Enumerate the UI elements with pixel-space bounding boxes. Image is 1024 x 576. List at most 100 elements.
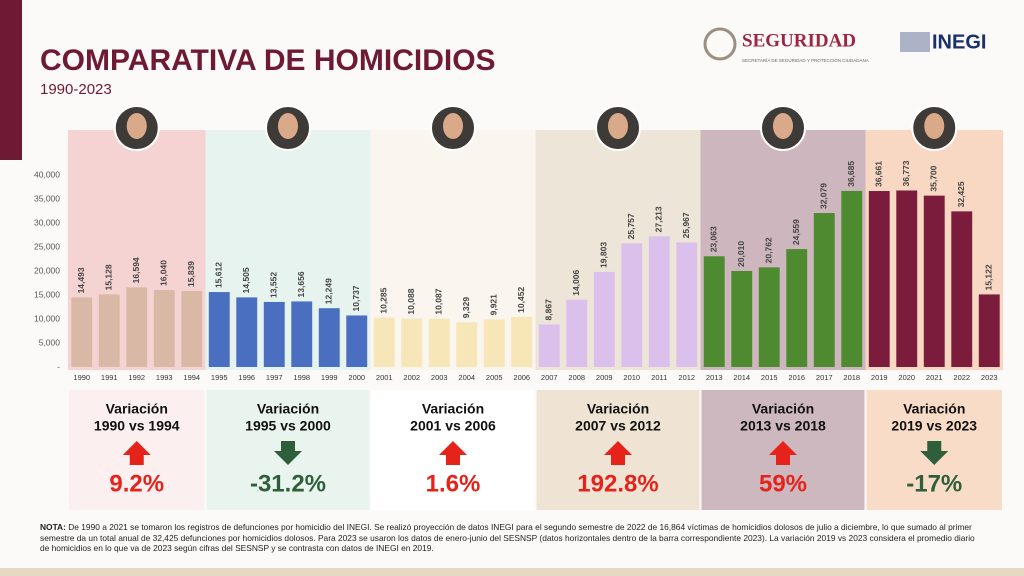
variation-heading: Variación — [903, 401, 965, 417]
value-label: 15,839 — [186, 261, 196, 287]
variation-comparison: 2007 vs 2012 — [575, 418, 661, 434]
bar — [703, 256, 725, 367]
variation-comparison: 1995 vs 2000 — [245, 418, 331, 434]
logo-seal — [703, 27, 737, 61]
x-tick-label: 1992 — [128, 373, 145, 382]
variation-comparison: 2001 vs 2006 — [410, 418, 496, 434]
x-tick-label: 1990 — [73, 373, 90, 382]
period-background — [700, 130, 866, 370]
variation-comparison: 2019 vs 2023 — [891, 418, 977, 434]
logo-inegi: INEGI — [932, 31, 986, 53]
variation-value: 1.6% — [426, 470, 481, 497]
portrait-face — [608, 113, 628, 139]
subtitle: 1990-2023 — [40, 81, 112, 98]
bar — [621, 243, 643, 367]
x-tick-label: 2019 — [871, 373, 888, 382]
value-label: 25,757 — [626, 213, 636, 239]
x-tick-label: 2001 — [376, 373, 393, 382]
x-tick-label: 2005 — [486, 373, 503, 382]
x-tick-label: 1994 — [183, 373, 200, 382]
x-tick-label: 2020 — [898, 373, 915, 382]
side-stripe — [0, 0, 22, 160]
x-tick-label: 2004 — [458, 373, 475, 382]
arrow-up — [769, 441, 797, 465]
note: NOTA: De 1990 a 2021 se tomaron los regi… — [40, 522, 985, 554]
x-tick-label: 2012 — [678, 373, 695, 382]
value-label: 9,329 — [461, 297, 471, 319]
value-label: 14,006 — [571, 270, 581, 296]
portrait-face — [773, 113, 793, 139]
x-tick-label: 1999 — [321, 373, 338, 382]
value-label: 36,773 — [901, 160, 911, 186]
value-label: 36,685 — [846, 161, 856, 187]
y-tick-label: - — [57, 361, 60, 371]
y-tick-label: 40,000 — [34, 169, 60, 179]
value-label: 10,737 — [351, 285, 361, 311]
bar — [566, 299, 588, 367]
bar — [401, 318, 423, 367]
logo-seguridad-sub: SECRETARÍA DE SEGURIDAD Y PROTECCIÓN CIU… — [742, 57, 869, 63]
value-label: 14,493 — [76, 267, 86, 293]
x-tick-label: 2002 — [403, 373, 420, 382]
period-background — [205, 130, 371, 370]
variation-value: 59% — [759, 470, 807, 497]
x-tick-label: 1997 — [266, 373, 283, 382]
x-tick-label: 2023 — [981, 373, 998, 382]
bar — [291, 301, 313, 367]
bar — [511, 316, 533, 367]
bar — [208, 292, 230, 367]
value-label: 13,552 — [269, 272, 279, 298]
bar — [318, 308, 340, 367]
bar — [593, 271, 615, 367]
variation-heading: Variación — [752, 401, 814, 417]
variation-comparison: 1990 vs 1994 — [94, 418, 180, 434]
x-tick-label: 2006 — [513, 373, 530, 382]
variation-heading: Variación — [587, 401, 649, 417]
variation-heading: Variación — [106, 401, 168, 417]
x-tick-label: 1993 — [156, 373, 173, 382]
bar — [841, 190, 863, 367]
y-tick-label: 20,000 — [34, 265, 60, 275]
value-label: 23,063 — [709, 226, 719, 252]
x-tick-label: 2021 — [926, 373, 943, 382]
variation-comparison: 2013 vs 2018 — [740, 418, 826, 434]
value-label: 15,122 — [984, 264, 994, 290]
arrow-up — [439, 441, 467, 465]
period-background — [370, 130, 536, 370]
y-tick-label: 5,000 — [39, 337, 61, 347]
bar — [428, 318, 450, 367]
x-tick-label: 2000 — [348, 373, 365, 382]
value-label: 14,505 — [241, 267, 251, 293]
value-label: 20,010 — [736, 241, 746, 267]
arrow-up — [604, 441, 632, 465]
logo-seguridad: SEGURIDAD — [742, 30, 856, 51]
portrait-face — [924, 113, 945, 139]
bar — [538, 324, 560, 367]
bar — [676, 242, 698, 367]
x-tick-label: 2017 — [816, 373, 833, 382]
bar — [923, 195, 945, 367]
value-label: 25,967 — [681, 212, 691, 238]
x-tick-label: 2016 — [788, 373, 805, 382]
arrow-up — [122, 441, 151, 465]
x-tick-label: 1998 — [293, 373, 310, 382]
value-label: 36,661 — [874, 161, 884, 187]
x-tick-label: 1995 — [211, 373, 228, 382]
variation-value: -31.2% — [250, 470, 326, 497]
value-label: 20,762 — [764, 237, 774, 263]
value-label: 12,249 — [324, 278, 334, 304]
bar — [373, 317, 395, 367]
variation-heading: Variación — [257, 401, 319, 417]
value-label: 13,656 — [296, 271, 306, 297]
bar — [978, 294, 1000, 367]
value-label: 16,594 — [131, 257, 141, 283]
y-tick-label: 25,000 — [34, 241, 60, 251]
value-label: 10,087 — [434, 288, 444, 314]
x-tick-label: 2018 — [843, 373, 860, 382]
value-label: 27,213 — [654, 206, 664, 232]
bar — [181, 290, 203, 367]
value-label: 32,425 — [956, 181, 966, 207]
portrait-face — [443, 113, 463, 139]
bar — [346, 315, 368, 367]
